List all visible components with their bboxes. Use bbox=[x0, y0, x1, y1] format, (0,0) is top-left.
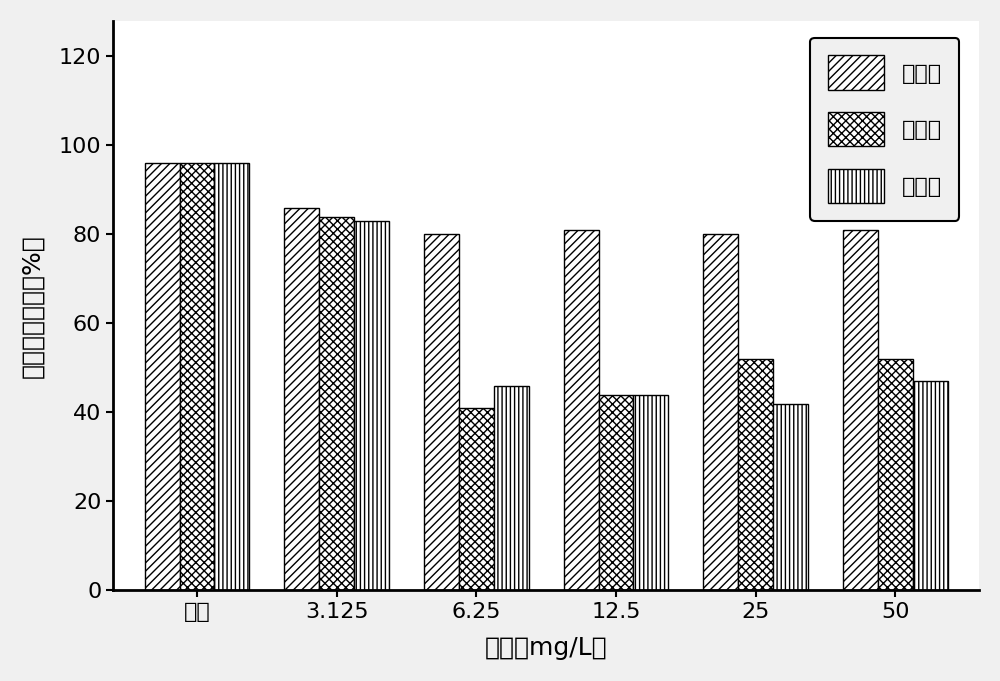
Bar bbox=[284, 208, 319, 590]
Bar bbox=[145, 163, 180, 590]
Y-axis label: 细胞相对活力（%）: 细胞相对活力（%） bbox=[21, 234, 45, 377]
Bar bbox=[319, 217, 354, 590]
X-axis label: 浓度（mg/L）: 浓度（mg/L） bbox=[485, 636, 607, 660]
Bar bbox=[180, 163, 214, 590]
Bar bbox=[494, 385, 529, 590]
Bar bbox=[564, 230, 599, 590]
Bar bbox=[843, 230, 878, 590]
Bar bbox=[738, 359, 773, 590]
Legend: 纳米金, 纳米銀, 硯酸銀: 纳米金, 纳米銀, 硯酸銀 bbox=[810, 37, 959, 221]
Bar bbox=[633, 395, 668, 590]
Bar bbox=[599, 395, 633, 590]
Bar bbox=[773, 404, 808, 590]
Bar bbox=[878, 359, 913, 590]
Bar bbox=[214, 163, 249, 590]
Bar bbox=[703, 234, 738, 590]
Bar bbox=[424, 234, 459, 590]
Bar bbox=[459, 408, 494, 590]
Bar bbox=[913, 381, 948, 590]
Bar bbox=[354, 221, 389, 590]
